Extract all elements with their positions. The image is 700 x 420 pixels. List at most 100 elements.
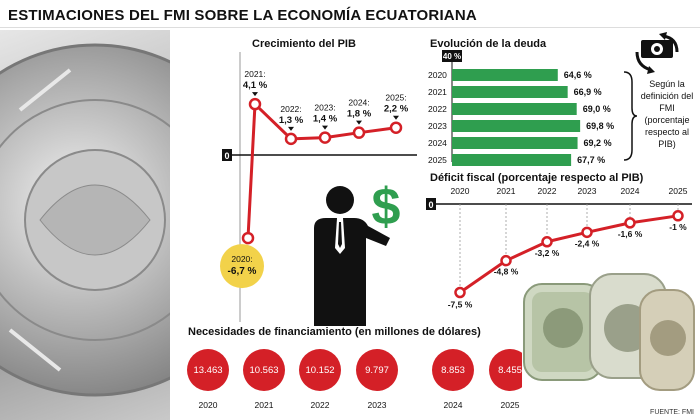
deficit-year-label-2021: 2021 bbox=[497, 186, 516, 196]
debt-year-label-2023: 2023 bbox=[428, 121, 447, 131]
financing-bubble-2025 bbox=[489, 349, 522, 391]
gdp-marker-2022 bbox=[288, 126, 294, 131]
financing-value-label-2020: 13.463 bbox=[193, 365, 222, 376]
debt-chart: 40 % 2020 64,6 % 2021 66,9 % 2022 69,0 % 2023 69… bbox=[428, 50, 614, 166]
gdp-point-2024 bbox=[352, 126, 366, 139]
deficit-point-2021 bbox=[500, 254, 512, 267]
financing-title: Necesidades de financiamiento (en millon… bbox=[188, 326, 481, 338]
deficit-zero-label: 0 bbox=[428, 200, 433, 210]
deficit-point-2020 bbox=[454, 286, 466, 299]
debt-value-label-2024: 69,2 % bbox=[584, 138, 612, 148]
gdp-year-label-2023: 2023: bbox=[314, 103, 335, 113]
gdp-point-2022 bbox=[284, 132, 298, 146]
deficit-value-label-2023: -2,4 % bbox=[575, 238, 600, 248]
gdp-value-label-2022: 1,3 % bbox=[279, 115, 304, 126]
financing-year-label-2022: 2022 bbox=[311, 400, 330, 410]
businessman-icon bbox=[314, 186, 390, 326]
debt-bar-2023 bbox=[452, 120, 581, 132]
deficit-point-2023 bbox=[581, 226, 593, 239]
seal-graphic bbox=[0, 43, 170, 397]
source-label: FUENTE: FMI bbox=[650, 409, 694, 416]
gdp-year-label-2024: 2024: bbox=[348, 98, 369, 108]
gdp-year-label-2022: 2022: bbox=[280, 104, 301, 114]
gdp-point-2025 bbox=[389, 121, 403, 134]
gdp-zero-label: 0 bbox=[224, 151, 229, 161]
deficit-year-label-2024: 2024 bbox=[621, 186, 640, 196]
financing-bubble-2021 bbox=[243, 349, 285, 391]
financing-value-label-2025: 8.455 bbox=[498, 365, 522, 376]
debt-scale-label: 40 % bbox=[443, 52, 461, 61]
financing-value-label-2024: 8.853 bbox=[441, 365, 465, 376]
financing-chart: 13.463 2020 10.563 2021 10.152 2022 9.797 2023 8… bbox=[187, 349, 522, 410]
financing-year-label-2023: 2023 bbox=[368, 400, 387, 410]
deficit-title: Déficit fiscal (porcentaje respecto al P… bbox=[430, 172, 644, 184]
debt-value-label-2020: 64,6 % bbox=[564, 70, 592, 80]
deficit-line bbox=[459, 214, 679, 294]
gdp-point-2021 bbox=[248, 97, 262, 111]
financing-year-label-2025: 2025 bbox=[501, 400, 520, 410]
money-cycle-icon bbox=[635, 32, 679, 74]
debt-bar-2024 bbox=[452, 137, 578, 149]
deficit-chart: 2020 2021 2022 2023 2024 2025 0 -7,5 % -4,8 % -3,… bbox=[426, 186, 692, 310]
gdp-2020-bubble bbox=[220, 244, 264, 289]
gdp-value-label-2024: 1,8 % bbox=[347, 109, 372, 120]
financing-value-label-2021: 10.563 bbox=[249, 365, 278, 376]
infographic-title: ESTIMACIONES DEL FMI SOBRE LA ECONOMÍA E… bbox=[0, 0, 700, 28]
deficit-year-label-2022: 2022 bbox=[538, 186, 557, 196]
gdp-title: Crecimiento del PIB bbox=[252, 38, 356, 50]
seal-image bbox=[0, 30, 170, 420]
debt-value-label-2025: 67,7 % bbox=[577, 155, 605, 165]
debt-title: Evolución de la deuda bbox=[430, 38, 547, 50]
gdp-marker-2021 bbox=[252, 92, 258, 97]
debt-bar-2025 bbox=[452, 154, 572, 166]
deficit-point-2022 bbox=[541, 236, 553, 248]
gdp-marker-2023 bbox=[322, 125, 328, 130]
deficit-year-label-2023: 2023 bbox=[578, 186, 597, 196]
deficit-zero-box bbox=[426, 198, 436, 210]
debt-scale-box bbox=[442, 50, 462, 62]
financing-value-label-2022: 10.152 bbox=[305, 365, 334, 376]
debt-value-label-2023: 69,8 % bbox=[586, 121, 614, 131]
gdp-value-label-2020: -6,7 % bbox=[228, 266, 257, 277]
financing-year-label-2024: 2024 bbox=[444, 400, 463, 410]
gdp-value-label-2021: 4,1 % bbox=[243, 80, 268, 91]
debt-bar-2021 bbox=[452, 86, 568, 98]
debt-bar-2022 bbox=[452, 103, 577, 115]
gdp-point-2023 bbox=[318, 131, 332, 144]
gdp-year-label-2025: 2025: bbox=[385, 93, 406, 103]
debt-year-label-2022: 2022 bbox=[428, 104, 447, 114]
deficit-point-2025 bbox=[672, 210, 684, 222]
deficit-value-label-2021: -4,8 % bbox=[494, 267, 519, 277]
dollar-icon: $ bbox=[372, 178, 401, 234]
gdp-zero-box bbox=[222, 149, 232, 161]
deficit-value-label-2020: -7,5 % bbox=[448, 300, 473, 310]
svg-text:$: $ bbox=[372, 178, 401, 234]
financing-bubble-2022 bbox=[299, 349, 341, 391]
deficit-year-label-2025: 2025 bbox=[669, 186, 688, 196]
gdp-year-label-2021: 2021: bbox=[244, 69, 265, 79]
debt-year-label-2024: 2024 bbox=[428, 138, 447, 148]
gdp-point-2020 bbox=[241, 231, 255, 245]
gdp-value-label-2025: 2,2 % bbox=[384, 104, 409, 115]
gdp-marker-2024 bbox=[356, 120, 362, 125]
deficit-point-2024 bbox=[624, 217, 636, 229]
banknotes-image bbox=[523, 273, 695, 391]
deficit-value-label-2024: -1,6 % bbox=[618, 229, 643, 239]
debt-note: Según la definición del FMI (porcentaje … bbox=[640, 79, 694, 149]
financing-year-label-2021: 2021 bbox=[255, 400, 274, 410]
debt-brace bbox=[623, 71, 638, 161]
financing-bubble-2024 bbox=[432, 349, 474, 391]
debt-year-label-2021: 2021 bbox=[428, 87, 447, 97]
debt-year-label-2020: 2020 bbox=[428, 70, 447, 80]
gdp-value-label-2023: 1,4 % bbox=[313, 114, 338, 125]
gdp-year-label-2020: 2020: bbox=[231, 254, 252, 264]
financing-bubble-2020 bbox=[187, 349, 229, 391]
financing-bubble-2023 bbox=[356, 349, 398, 391]
deficit-year-label-2020: 2020 bbox=[451, 186, 470, 196]
debt-year-label-2025: 2025 bbox=[428, 155, 447, 165]
financing-value-label-2023: 9.797 bbox=[365, 365, 389, 376]
financing-year-label-2020: 2020 bbox=[199, 400, 218, 410]
gdp-chart: 0 2021:4,1 % 2022:1,3 % 2023:1,4 % 2024:1,8 … bbox=[220, 52, 417, 322]
debt-bar-2020 bbox=[452, 69, 558, 81]
deficit-value-label-2022: -3,2 % bbox=[535, 248, 560, 258]
